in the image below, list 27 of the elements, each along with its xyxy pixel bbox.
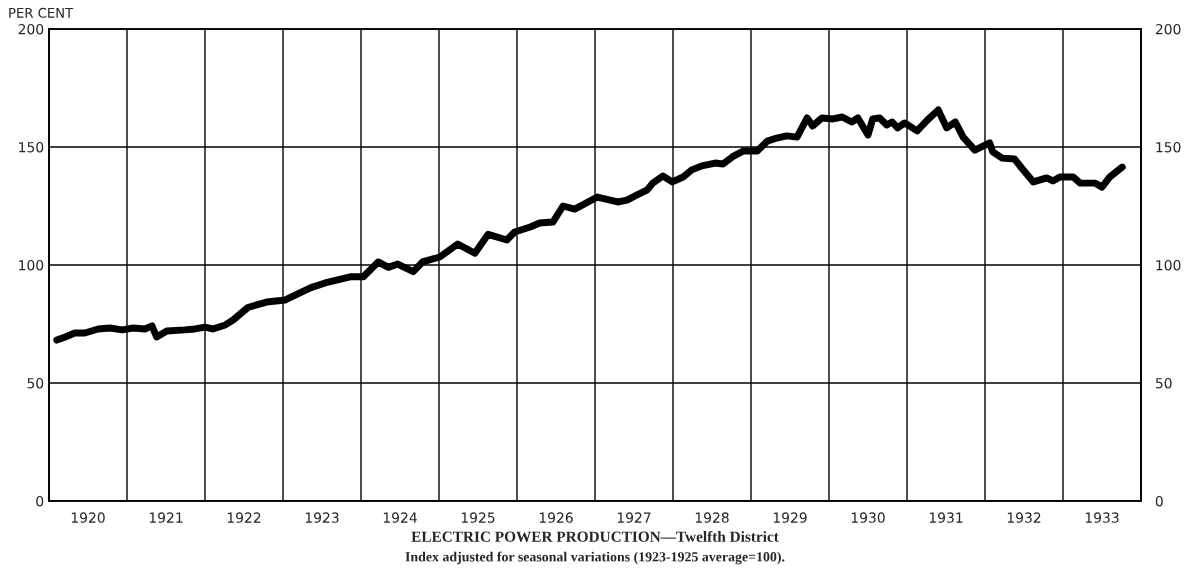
x-tick-label: 1930 — [851, 512, 885, 523]
x-tick-label: 1924 — [383, 512, 417, 523]
x-tick-label: 1931 — [929, 512, 963, 523]
x-tick-label: 1920 — [71, 512, 105, 523]
y2-tick-label: 200 — [1155, 23, 1181, 35]
y2-tick-label: 50 — [1155, 377, 1172, 389]
y-axis-title: PER CENT — [9, 7, 74, 18]
y-tick-label: 50 — [27, 377, 44, 389]
y2-tick-label: 0 — [1155, 495, 1163, 507]
text: ELECTRIC POWER PRODUCTION—Twelfth District — [411, 530, 779, 542]
y-tick-label: 150 — [19, 141, 44, 153]
y-tick-label: 100 — [19, 259, 44, 271]
y-tick-label: 0 — [36, 495, 44, 507]
x-tick-label: 1922 — [227, 512, 261, 523]
x-tick-label: 1927 — [617, 512, 651, 523]
y-tick-label: 200 — [18, 23, 44, 35]
text: Index adjusted for seasonal variations (1923-1925 average=100). — [405, 551, 785, 565]
x-tick-label: 1921 — [149, 512, 183, 523]
y2-tick-label: 150 — [1156, 141, 1181, 153]
x-tick-label: 1928 — [695, 512, 729, 523]
x-tick-label: 1925 — [461, 512, 495, 523]
x-tick-label: 1932 — [1007, 512, 1041, 523]
x-tick-label: 1933 — [1085, 512, 1119, 523]
y2-tick-label: 100 — [1156, 259, 1181, 271]
x-tick-label: 1929 — [773, 512, 807, 523]
x-tick-label: 1926 — [539, 512, 573, 523]
x-tick-label: 1923 — [305, 512, 339, 523]
